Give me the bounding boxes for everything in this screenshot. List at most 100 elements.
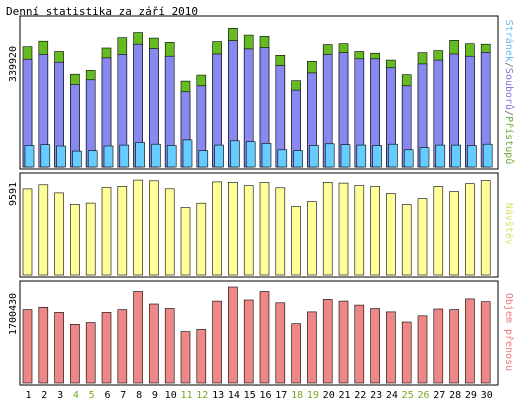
legend-sep-2: / (503, 110, 514, 116)
x-tick-label-day-20: 20 (323, 390, 335, 401)
x-tick-label-day-3: 3 (57, 390, 63, 401)
bar-visits-day-18 (291, 206, 301, 276)
bar-visits-day-8 (133, 179, 143, 276)
x-tick-label-day-17: 17 (275, 390, 287, 401)
bar-visits-day-3 (54, 192, 64, 276)
x-tick-label-day-19: 19 (307, 390, 319, 401)
bar-pages-day-21 (340, 144, 351, 168)
bar-pages-day-12 (198, 150, 209, 168)
bar-visits-day-30 (480, 180, 491, 276)
bar-traffic-day-27 (433, 308, 444, 384)
bar-pages-day-26 (419, 147, 430, 168)
bar-pages-day-9 (151, 143, 161, 168)
x-tick-label-day-4: 4 (73, 390, 79, 401)
bar-traffic-day-3 (54, 312, 64, 384)
bar-visits-day-11 (180, 207, 191, 276)
x-tick-label-day-2: 2 (41, 390, 47, 401)
bar-pages-day-4 (72, 150, 82, 168)
x-tick-label-day-18: 18 (291, 390, 303, 401)
bar-pages-day-1 (24, 145, 35, 168)
bar-traffic-day-17 (275, 302, 286, 384)
bar-pages-day-13 (214, 144, 224, 168)
bar-visits-day-20 (322, 182, 333, 276)
x-tick-label-day-22: 22 (354, 390, 366, 401)
bar-pages-day-14 (230, 140, 240, 168)
x-tick-label-day-8: 8 (136, 390, 142, 401)
bar-pages-day-10 (166, 145, 177, 168)
legend-hits: Stránek/Souborů/Přístupů (503, 20, 515, 165)
bar-visits-day-26 (417, 198, 428, 276)
legend-sep-1: / (503, 62, 514, 68)
x-tick-label-day-16: 16 (259, 390, 271, 401)
bar-traffic-day-29 (465, 298, 475, 384)
x-tick-label-day-23: 23 (370, 390, 382, 401)
bar-visits-day-16 (259, 182, 270, 276)
bar-pages-day-17 (277, 149, 288, 168)
bar-pages-day-18 (293, 150, 303, 168)
bar-visits-day-4 (70, 204, 80, 276)
bar-traffic-day-23 (370, 308, 380, 384)
x-tick-label-day-11: 11 (180, 390, 192, 401)
bar-pages-day-15 (245, 141, 256, 168)
bar-visits-day-14 (228, 182, 238, 276)
y-max-label-traffic: 1700430 (8, 293, 19, 335)
y-max-label-visits: 9591 (8, 182, 19, 206)
bar-traffic-day-16 (259, 291, 270, 384)
x-tick-label-day-9: 9 (152, 390, 158, 401)
bar-visits-day-10 (164, 188, 175, 276)
chart-title: Denní statistika za září 2010 (6, 5, 198, 18)
bar-pages-day-7 (119, 144, 130, 168)
bar-traffic-day-6 (101, 312, 112, 384)
bar-traffic-day-9 (149, 303, 159, 384)
x-tick-label-day-10: 10 (165, 390, 177, 401)
legend-files: Souborů (503, 68, 515, 110)
bar-visits-day-13 (212, 181, 222, 276)
bar-visits-day-27 (433, 186, 444, 276)
bar-pages-day-27 (435, 144, 446, 168)
panel-frame-traffic (19, 280, 499, 386)
x-tick-label-day-6: 6 (104, 390, 110, 401)
bar-pages-day-8 (135, 142, 145, 168)
legend-hits-label: Přístupů (503, 116, 515, 164)
bar-visits-day-23 (370, 186, 380, 276)
bar-traffic-day-21 (338, 300, 349, 384)
bar-pages-day-22 (356, 144, 367, 168)
bar-traffic-day-10 (164, 308, 175, 384)
bar-traffic-day-20 (322, 299, 333, 384)
bar-traffic-day-2 (38, 306, 49, 384)
x-tick-label-day-25: 25 (402, 390, 414, 401)
bar-visits-day-5 (85, 202, 96, 276)
bar-traffic-day-13 (212, 300, 222, 384)
bar-pages-day-3 (56, 145, 66, 168)
bar-visits-day-25 (401, 204, 412, 276)
bar-visits-day-1 (22, 188, 33, 276)
bar-visits-day-21 (338, 182, 349, 276)
bar-visits-day-29 (465, 183, 475, 276)
bar-pages-day-28 (451, 144, 461, 168)
bar-traffic-day-18 (291, 323, 301, 384)
legend-visits: Návštěv (503, 203, 515, 245)
legend-pages: Stránek (503, 20, 515, 62)
bar-pages-day-20 (324, 143, 335, 168)
x-tick-label-day-24: 24 (386, 390, 398, 401)
bar-pages-day-11 (182, 139, 193, 168)
x-tick-label-day-29: 29 (465, 390, 477, 401)
bar-traffic-day-22 (354, 304, 365, 384)
bar-pages-day-5 (87, 150, 98, 168)
x-tick-label-day-7: 7 (120, 390, 126, 401)
bar-traffic-day-11 (180, 331, 191, 384)
bar-pages-day-24 (388, 143, 398, 168)
bar-visits-day-9 (149, 180, 159, 276)
bar-visits-day-15 (243, 185, 254, 276)
bar-traffic-day-19 (307, 311, 317, 384)
bar-traffic-day-28 (449, 309, 459, 384)
x-tick-label-day-15: 15 (244, 390, 256, 401)
bar-visits-day-24 (386, 193, 396, 276)
bar-traffic-day-5 (85, 322, 96, 384)
bar-traffic-day-26 (417, 315, 428, 384)
x-tick-label-day-14: 14 (228, 390, 240, 401)
x-tick-label-day-30: 30 (481, 390, 493, 401)
bar-traffic-day-7 (117, 309, 128, 384)
bar-traffic-day-24 (386, 311, 396, 384)
